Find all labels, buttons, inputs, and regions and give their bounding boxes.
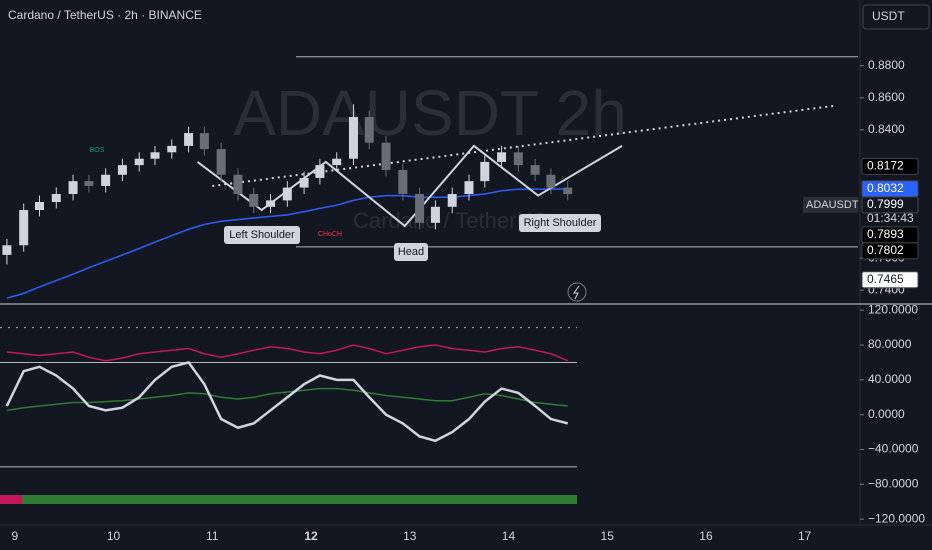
currency-label[interactable]: USDT [872,9,905,23]
oscillator-line [5,361,569,443]
price-label: 0.8032 [867,181,904,195]
status-bar [0,495,577,504]
candle-body [199,133,209,150]
price-label-box [861,271,919,289]
price-label-box [861,242,919,260]
countdown: 01:34:43 [867,211,914,225]
symbol-label: ADAUSDT [806,199,859,211]
y-tick-label: 120.0000 [868,302,918,316]
y-tick-label: 0.8600 [868,90,905,104]
chart-title: Cardano / TetherUS · 2h · BINANCE [8,8,202,22]
annotation-box [519,214,601,232]
y-tick-label: 0.8400 [868,122,905,136]
candle-body [101,174,111,186]
y-tick-label: 80.0000 [868,337,912,351]
candle-body [315,165,325,178]
y-tick-label: 0.8800 [868,58,905,72]
annotation-box [224,226,300,244]
watermark: ADAUSDT 2h [233,77,627,149]
candle-body [51,193,61,202]
candle-body [546,174,556,188]
status-bar [0,495,22,504]
candle-body [332,158,342,166]
candle-body [497,152,507,162]
symbol-box [803,196,858,213]
price-label: 0.7893 [867,227,904,241]
candle-body [19,210,29,246]
bolt [573,285,580,300]
x-tick-label: 15 [601,529,615,543]
candle-body [513,152,523,166]
candle-body [249,193,259,207]
annotation: CHoCH [318,231,342,238]
candle-body [266,200,276,207]
pattern [196,144,623,228]
y-tick-label: −40.0000 [868,442,919,456]
candle-body [447,193,457,207]
annotation: BOS [90,147,105,154]
y-tick-label: −80.0000 [868,476,919,490]
candle-body [34,202,44,211]
price-label-box [861,196,919,214]
candle-body [216,149,226,175]
candle-body [430,206,440,223]
annotation: Left Shoulder [229,229,295,241]
candle-body [480,161,490,182]
x-tick-label: 11 [206,529,219,543]
price-label-box [861,157,919,175]
candle-body [184,133,194,146]
watermark-sub: Cardano / TetherUS [353,208,547,233]
moving-average [6,188,568,299]
x-tick-label: 13 [403,529,417,543]
candle-body [348,117,358,159]
price-label: 0.7999 [867,197,904,211]
candle-body [68,181,78,194]
x-tick-label: 12 [304,529,318,543]
candle-body [364,117,374,143]
x-tick-label: 14 [502,529,516,543]
currency-button[interactable] [862,4,930,30]
candle-body [299,177,309,188]
candle-body [150,152,160,159]
price-label: 0.7465 [867,272,904,286]
candle-body [381,142,391,170]
y-tick-label: 40.0000 [868,372,912,386]
candle-body [167,145,177,153]
y-tick-label: −120.0000 [868,511,925,525]
x-tick-label: 17 [798,529,812,543]
trendline [212,104,835,187]
candle-body [2,245,12,255]
candle-body [117,165,127,175]
candle-body [415,193,425,223]
candle-body [84,181,94,186]
candle-body [398,169,408,194]
oscillator-line [6,344,569,362]
x-tick-label: 10 [107,529,121,543]
x-tick-label: 16 [699,529,713,543]
alert-icon[interactable] [567,282,587,302]
price-label: 0.8172 [867,159,904,173]
candle-body [530,165,540,175]
x-tick-label: 9 [11,529,18,543]
annotation-box [394,243,428,261]
candle-body [282,187,292,201]
candle-body [134,158,144,166]
price-label: 0.7802 [867,243,904,257]
annotation: Right Shoulder [524,217,597,229]
candle-body [563,187,573,195]
oscillator-line [6,387,568,412]
annotation: Head [398,246,424,258]
candle-body [233,174,243,194]
y-tick-label: 0.0000 [868,407,905,421]
candle-body [464,181,474,194]
